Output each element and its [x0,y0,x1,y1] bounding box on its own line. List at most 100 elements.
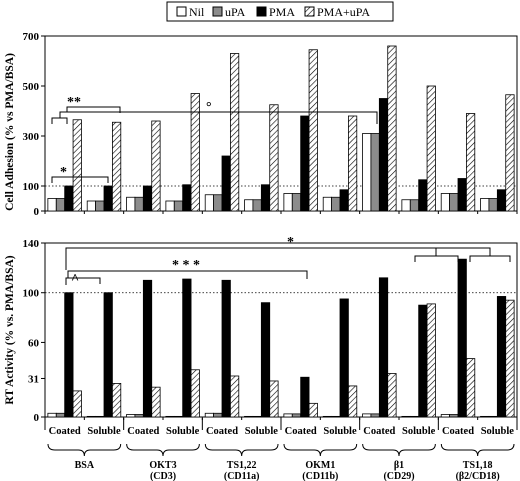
adhesion-bar-pma [64,185,74,212]
rt-bar-pma-upa [347,385,358,418]
rt-bar-upa [55,412,66,418]
rt-bar-nil [362,413,372,418]
antibody-label: BSA [75,460,95,471]
rt-bar-upa [331,415,341,418]
bracket [65,277,101,285]
legend-swatch-pma [256,6,267,17]
adhesion-bar-nil [401,199,411,212]
adhesion-bar-upa [449,193,459,212]
adhesion-bar-upa [95,200,105,212]
rt-bar-pma-upa [72,390,82,418]
condition-label: Soluble [87,426,121,437]
rt-bar-upa [449,414,459,418]
rt-bar-nil [165,415,175,418]
adhesion-bar-upa [213,194,223,212]
adhesion-bar-nil [204,194,214,212]
bracket [65,247,460,270]
antibody-label: OKM1 [305,460,335,471]
bracket [469,255,511,262]
rt-bar-upa [488,415,498,418]
bracket [67,270,308,279]
rt-bar-upa [291,413,302,418]
rt-y-tick-label: 31 [28,373,39,385]
rt-bar-nil [126,414,136,418]
adhesion-y-tick-label: 0 [34,206,40,218]
rt-bar-upa [95,415,105,418]
adhesion-y-tick-label: 100 [23,181,40,193]
condition-label: Coated [285,426,317,437]
adhesion-bar-pma-upa [308,49,318,212]
adhesion-bar-pma-upa [112,121,122,212]
adhesion-bar-upa [252,199,262,212]
rt-bar-pma [221,279,231,418]
legend-label-upa: uPA [225,5,246,19]
adhesion-bar-pma-upa [269,104,279,212]
legend-label-pma-upa: PMA+uPA [317,5,370,19]
adhesion-bar-pma-upa [387,45,397,212]
antibody-target-label: (CD3) [150,471,176,481]
adhesion-bar-pma [339,189,349,212]
adhesion-bar-pma-upa [465,113,476,212]
adhesion-bar-nil [244,199,254,212]
bracket [59,111,378,124]
adhesion-bar-nil [165,200,175,212]
sig-marker: ** [67,95,81,110]
group-brace [283,443,358,457]
rt-bar-pma [300,376,310,418]
adhesion-bar-pma [221,155,231,212]
legend-swatch-nil [176,6,187,17]
condition-label: Coated [127,426,159,437]
rt-bar-nil [47,412,57,418]
adhesion-bar-upa [409,199,420,212]
adhesion-bar-pma [260,184,271,212]
antibody-target-label: (CD11b) [302,471,338,481]
adhesion-bar-nil [47,198,57,212]
adhesion-bar-pma-upa [229,53,240,212]
rt-bar-nil [440,414,451,418]
legend-swatch-pma-upa [304,6,315,17]
adhesion-bar-pma [103,185,113,212]
legend-frame [166,1,394,22]
condition-label: Coated [206,426,238,437]
condition-label: Soluble [166,426,200,437]
rt-bar-pma [418,304,428,418]
adhesion-bar-nil [440,193,451,212]
rt-y-tick-label: 60 [28,337,40,349]
group-brace [440,443,515,457]
rt-bar-upa [252,415,262,418]
adhesion-bar-pma-upa [72,119,82,212]
adhesion-bar-nil [322,196,333,212]
legend: Nil uPA PMA PMA+uPA [166,1,394,22]
condition-label: Soluble [245,426,279,437]
antibody-target-label: (CD29) [383,471,414,481]
antibody-label: β1 [394,460,404,471]
rt-bar-pma-upa [229,375,240,418]
adhesion-bar-pma [418,179,428,212]
adhesion-bar-upa [173,200,184,212]
sig-marker: * * * [172,258,200,273]
adhesion-panel: Cell Adhesion (% vs PMA/BSA) 0 100 300 500 7… [4,31,518,218]
adhesion-bar-pma [457,178,467,212]
rt-bar-upa [370,413,380,418]
adhesion-bar-pma-upa [151,120,161,212]
x-axis-labels: Coated Soluble BSA Coated Soluble OKT3(CD3) Co… [44,418,518,481]
adhesion-bar-upa [55,198,66,212]
rt-bar-pma [142,279,153,418]
rt-y-tick-label: 0 [34,412,40,424]
adhesion-y-tick-label: 500 [23,81,40,93]
rt-significance: ^ * * * * [65,235,511,287]
rt-bar-nil [283,413,293,418]
rt-y-axis-label: RT Activity (% vs. PMA/BSA) [4,255,16,404]
adhesion-bar-nil [126,196,136,212]
group-brace [204,443,279,457]
bracket [51,176,109,183]
rt-bar-pma [260,302,271,418]
adhesion-significance: * ** ° [51,95,378,183]
sig-marker: * [287,235,294,250]
adhesion-bar-pma [182,184,192,212]
bracket [66,106,121,113]
adhesion-y-tick-label: 300 [23,131,40,143]
legend-label-pma: PMA [269,5,295,19]
adhesion-bar-pma-upa [347,115,358,212]
condition-label: Soluble [323,426,357,437]
